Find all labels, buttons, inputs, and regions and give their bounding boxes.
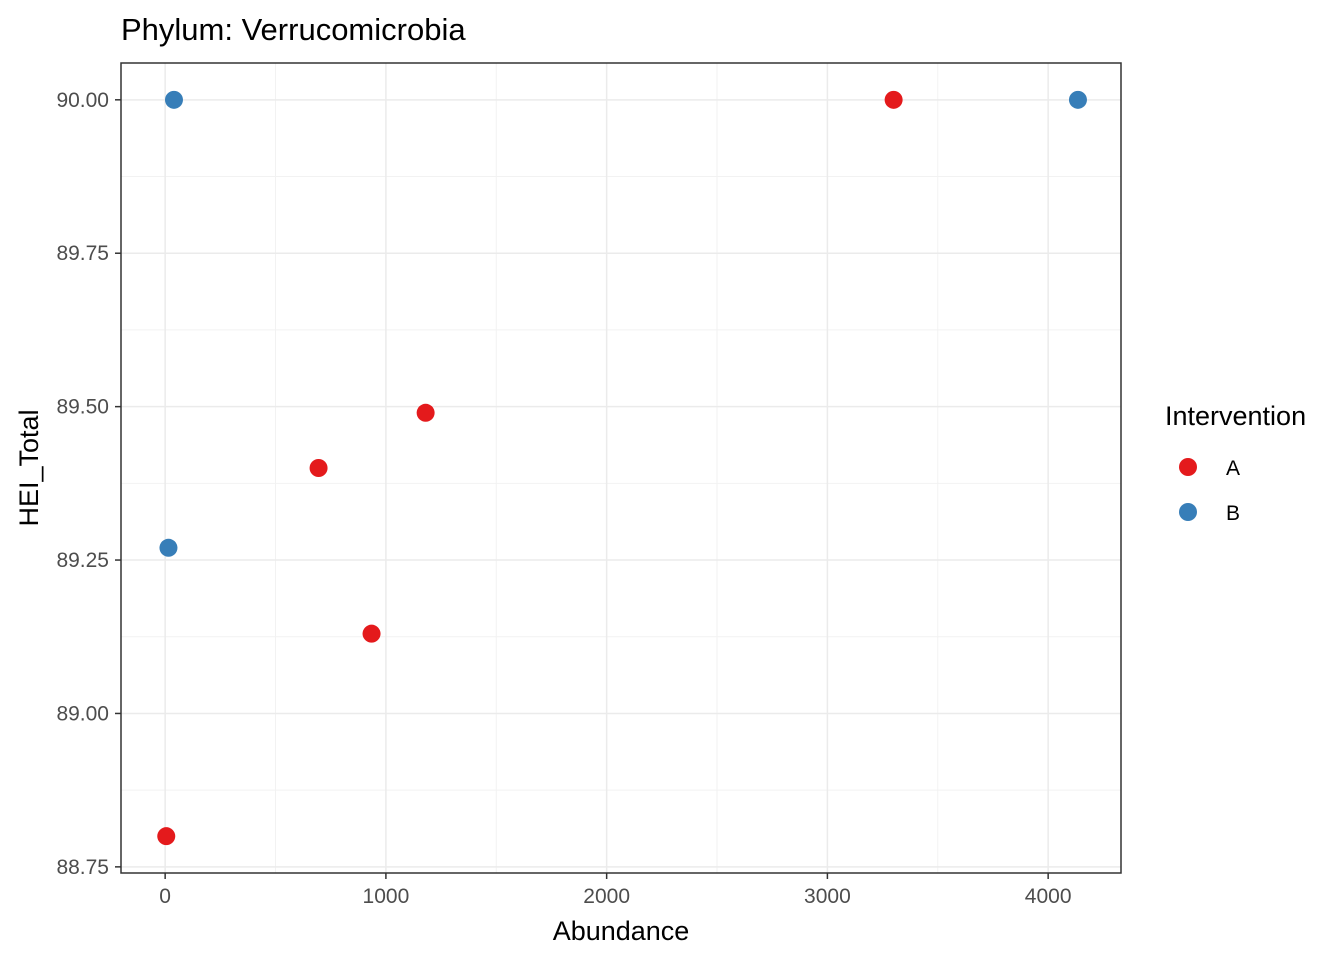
- data-point-a: [362, 624, 381, 643]
- minor-grid: [121, 63, 1121, 873]
- x-axis-title: Abundance: [553, 916, 690, 946]
- legend-marker-b: [1179, 503, 1197, 521]
- data-point-b: [1068, 90, 1087, 109]
- major-grid: [121, 63, 1121, 873]
- data-point-b: [159, 538, 178, 557]
- data-point-a: [157, 827, 176, 846]
- y-tick-label: 89.50: [56, 396, 109, 419]
- x-axis: 0 1000 2000 3000 4000: [159, 873, 1072, 908]
- plot-panel-border: [120, 62, 1122, 874]
- legend: Intervention A B: [1165, 401, 1306, 525]
- x-tick-label: 2000: [583, 885, 630, 908]
- chart-title: Phylum: Verrucomicrobia: [121, 12, 466, 47]
- legend-item-b: B: [1179, 502, 1240, 525]
- data-point-b: [164, 90, 183, 109]
- x-tick-label: 1000: [363, 885, 410, 908]
- data-point-a: [416, 403, 435, 422]
- y-tick-label: 89.75: [56, 242, 109, 265]
- legend-title: Intervention: [1165, 401, 1306, 431]
- legend-item-a: A: [1179, 457, 1240, 480]
- y-tick-label: 88.75: [56, 856, 109, 879]
- x-tick-label: 3000: [804, 885, 851, 908]
- x-tick-label: 4000: [1025, 885, 1072, 908]
- legend-label-b: B: [1226, 502, 1240, 525]
- data-point-a: [884, 90, 903, 109]
- y-tick-label: 89.00: [56, 702, 109, 725]
- y-tick-label: 89.25: [56, 549, 109, 572]
- data-points: [157, 90, 1087, 846]
- y-axis-title: HEI_Total: [14, 409, 44, 526]
- legend-marker-a: [1179, 458, 1197, 476]
- x-tick-label: 0: [159, 885, 171, 908]
- legend-label-a: A: [1226, 457, 1240, 480]
- data-point-a: [309, 459, 328, 477]
- y-axis: 88.75 89.00 89.25 89.50 89.75 90.00: [56, 89, 121, 879]
- y-tick-label: 90.00: [56, 89, 109, 112]
